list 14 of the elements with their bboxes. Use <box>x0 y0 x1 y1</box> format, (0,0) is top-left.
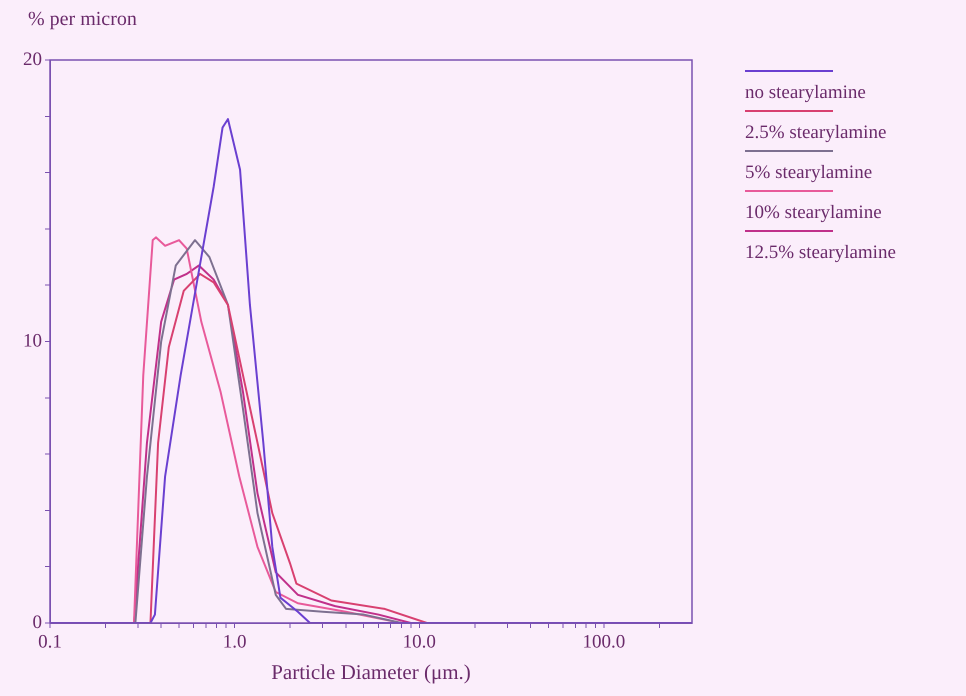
x-tick-label: 10.0 <box>402 631 436 652</box>
legend-label: 12.5% stearylamine <box>745 242 896 264</box>
y-tick-label: 0 <box>32 612 42 633</box>
legend-label: 5% stearylamine <box>745 162 874 184</box>
legend-label: 10% stearylamine <box>745 202 883 224</box>
y-axis-title: % per micron <box>28 8 137 31</box>
legend-label: 2.5% stearylamine <box>745 122 888 144</box>
x-tick-label: 100.0 <box>582 631 626 652</box>
legend-label: no stearylamine <box>745 82 867 104</box>
y-tick-label: 20 <box>23 48 42 70</box>
x-axis-title: Particle Diameter (μm.) <box>271 660 471 684</box>
x-tick-label: 1.0 <box>222 631 247 652</box>
x-tick-label: 0.1 <box>38 631 62 652</box>
y-tick-label: 10 <box>23 330 42 352</box>
